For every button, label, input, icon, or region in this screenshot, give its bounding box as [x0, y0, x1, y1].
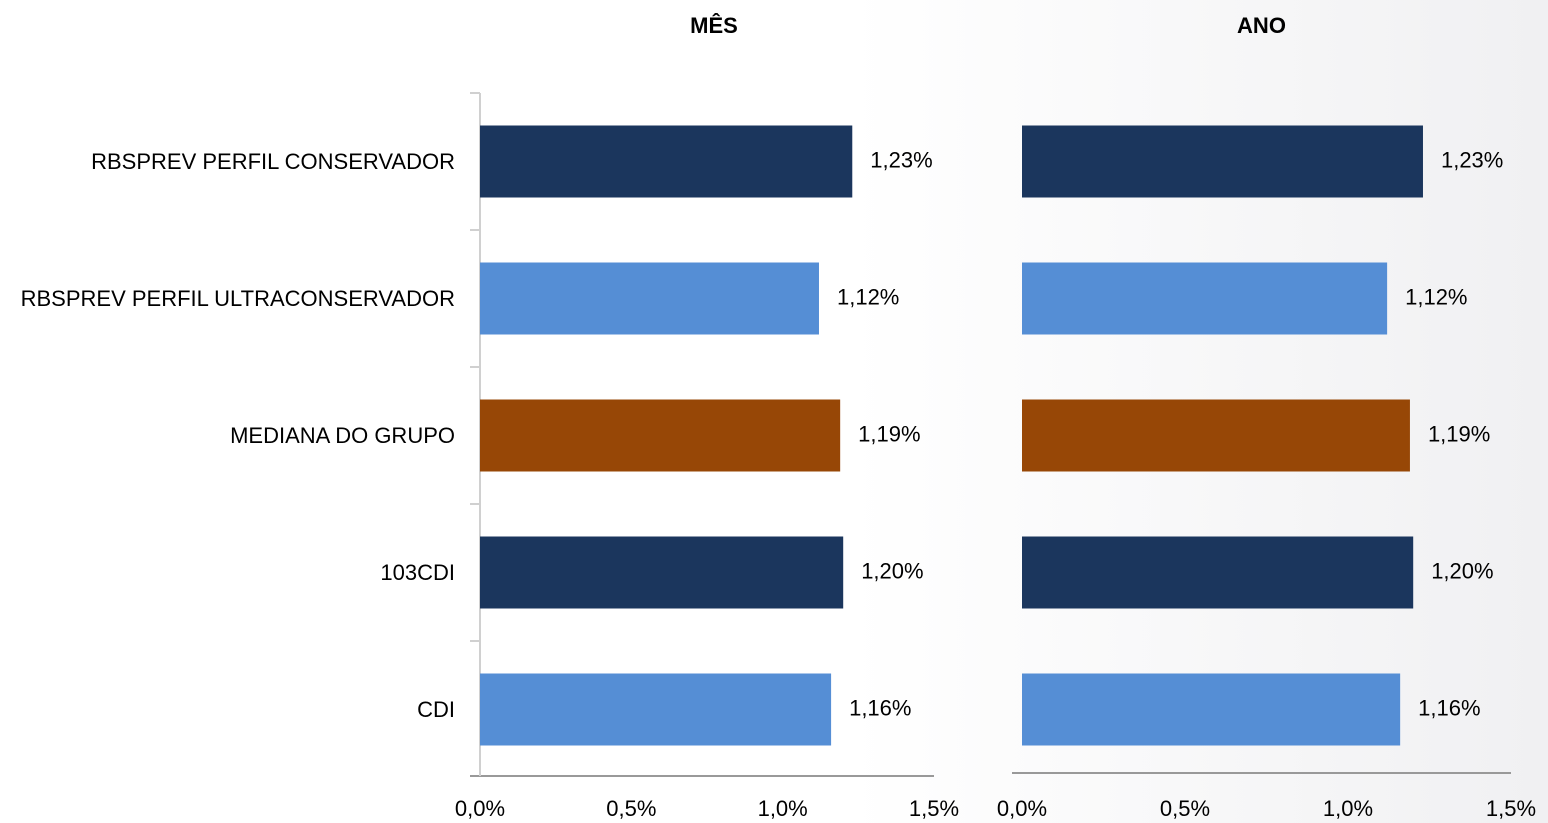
- bar: [480, 125, 853, 198]
- x-tick-label: 0,0%: [455, 796, 505, 821]
- category-label: RBSPREV PERFIL CONSERVADOR: [5, 148, 455, 176]
- bar: [1022, 673, 1401, 746]
- bar: [480, 673, 832, 746]
- bar: [1022, 399, 1410, 472]
- value-label: 1,16%: [849, 695, 911, 720]
- category-label: CDI: [5, 696, 455, 724]
- category-text: RBSPREV PERFIL CONSERVADOR: [91, 148, 455, 174]
- bar: [480, 536, 844, 609]
- value-label: 1,16%: [1418, 695, 1480, 720]
- x-tick-label: 0,5%: [606, 796, 656, 821]
- value-label: 1,12%: [837, 284, 899, 309]
- bar: [1022, 262, 1388, 335]
- category-text: RBSPREV PERFIL ULTRACONSERVADOR: [20, 285, 455, 311]
- value-label: 1,23%: [870, 147, 932, 172]
- x-tick-label: 1,0%: [758, 796, 808, 821]
- x-tick-label: 1,0%: [1323, 796, 1373, 821]
- x-tick-label: 0,0%: [997, 796, 1047, 821]
- chart-title: ANO: [1237, 13, 1286, 38]
- bar: [1022, 125, 1423, 198]
- category-label: 103CDI: [5, 559, 455, 587]
- category-label: RBSPREV PERFIL ULTRACONSERVADOR: [5, 285, 455, 313]
- x-tick-label: 1,5%: [1486, 796, 1536, 821]
- value-label: 1,19%: [858, 421, 920, 446]
- category-text: MEDIANA DO GRUPO: [230, 422, 455, 448]
- bar: [480, 399, 841, 472]
- bar: [480, 262, 819, 335]
- value-label: 1,23%: [1441, 147, 1503, 172]
- x-tick-label: 1,5%: [909, 796, 959, 821]
- value-label: 1,19%: [1428, 421, 1490, 446]
- bar: [1022, 536, 1414, 609]
- value-label: 1,20%: [1431, 558, 1493, 583]
- category-label: MEDIANA DO GRUPO: [5, 422, 455, 450]
- category-text: 103CDI: [380, 559, 455, 585]
- x-tick-label: 0,5%: [1160, 796, 1210, 821]
- category-text: CDI: [417, 696, 455, 722]
- chart-title: MÊS: [690, 13, 738, 38]
- value-label: 1,12%: [1405, 284, 1467, 309]
- value-label: 1,20%: [861, 558, 923, 583]
